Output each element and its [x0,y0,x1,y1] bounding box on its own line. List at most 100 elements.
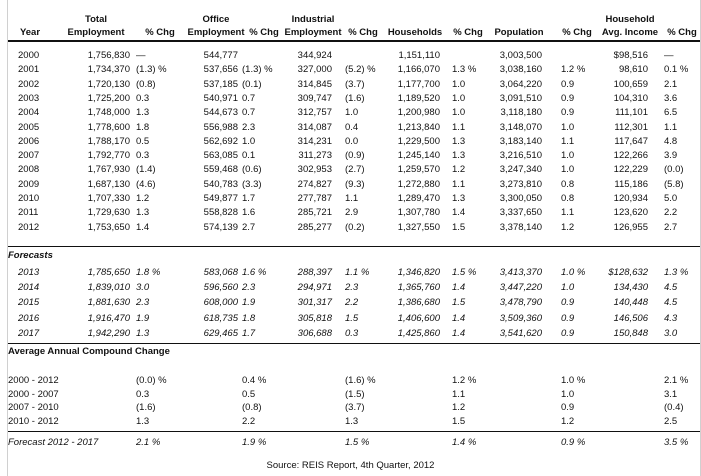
average-rule [8,343,700,344]
forecast-cell: 2016 [18,312,40,324]
column-header: % Chg [667,27,697,38]
table-cell: 537,185 [203,78,238,90]
table-cell: 0.9 [561,78,575,90]
table-cell: 112,301 [614,121,648,133]
table-cell: (5.2) % [345,64,376,76]
column-header: Year [19,27,41,38]
table-cell: 3,148,070 [499,121,542,133]
average-cell: (1.6) % [345,375,376,386]
average-cell: 2010 - 2012 [8,415,59,427]
table-cell: 115,186 [614,178,648,190]
forecast-cell: 3.0 [136,282,150,294]
table-cell: 312,757 [297,107,332,119]
table-cell: 563,085 [203,150,238,162]
table-cell: 1.0 [561,164,575,176]
forecast-cell: 288,397 [297,267,332,278]
table-cell: 3,247,340 [499,164,542,176]
table-cell: 2008 [18,164,40,176]
table-cell: 0.1 % [664,64,689,76]
column-header-top: Industrial [291,14,335,25]
table-cell: 1.0 [561,121,575,133]
table-cell: 2002 [18,78,40,90]
table-cell: 537,656 [203,64,238,76]
table-cell: 311,273 [298,150,332,162]
table-cell: 0.8 [561,178,575,190]
forecast-cell: 1.4 [452,312,466,324]
table-cell: 1.1 [561,207,575,219]
average-cell: 0.9 [561,402,575,413]
forecast-cell: 0.9 [561,312,575,324]
table-cell: 302,953 [297,164,332,176]
table-cell: (1.4) [136,164,156,176]
table-cell: — [136,50,146,61]
table-cell: 0.3 [136,150,150,162]
average-cell: 0.5 [242,388,256,400]
forecast-cell: 1.8 [242,312,256,324]
table-cell: 122,229 [613,164,648,176]
table-cell: 2.7 [664,221,678,233]
table-cell: 1,788,170 [87,135,130,147]
forecast-cell: 3.0 [664,327,678,339]
average-cell: 1.2 [452,402,466,413]
forecast-average-cell: 0.9 % [561,437,586,448]
table-cell: 1.3 [452,150,466,162]
table-cell: 1.2 [561,221,575,233]
table-cell: 3,003,500 [499,50,542,61]
forecast-average-cell: Forecast 2012 - 2017 [8,437,99,448]
average-cell: (0.4) [664,402,684,413]
table-cell: 2003 [18,92,40,104]
forecast-cell: 0.9 [561,297,575,309]
table-cell: (0.0) [664,164,684,176]
table-cell: 0.9 [561,107,575,119]
table-cell: 1.2 % [561,64,586,76]
forecast-cell: 2017 [18,327,40,339]
table-cell: 3,216,510 [499,150,542,162]
forecasts-heading: Forecasts [8,250,53,261]
table-cell: 2011 [18,207,39,219]
table-cell: 1,166,070 [397,64,440,76]
forecast-cell: 1,839,010 [87,282,130,294]
forecast-cell: 1,406,600 [397,312,440,324]
average-cell: 1.3 [136,415,150,427]
forecast-cell: 1.0 [561,282,575,294]
forecast-cell: 4.3 [664,312,678,324]
table-cell: 285,277 [297,221,332,233]
forecast-cell: 1.0 % [561,267,586,278]
forecast-cell: 2013 [18,267,40,278]
table-cell: 1.1 [345,193,359,204]
forecast-cell: 1.5 [452,297,466,309]
average-cell: 1.2 [561,415,575,427]
table-cell: 1,177,700 [397,78,440,90]
table-cell: 1.2 [136,193,150,204]
forecast-cell: 4.5 [664,297,678,309]
table-cell: 1,213,840 [397,121,440,133]
forecast-cell: 618,735 [203,312,238,324]
column-header: % Chg [145,27,175,38]
table-cell: 104,310 [613,92,648,104]
table-cell: 1,151,110 [398,50,440,61]
table-cell: 2010 [18,193,40,204]
forecast-cell: 134,430 [613,282,648,294]
table-cell: 0.1 [242,150,256,162]
average-cell: 2.1 % [664,375,689,386]
average-cell: (3.7) [345,402,365,413]
table-cell: 1,200,980 [397,107,440,119]
table-cell: 111,101 [615,107,648,119]
table-cell: 120,934 [613,193,648,204]
table-cell: (1.3) % [242,64,273,76]
forecast-cell: 1.5 % [452,267,477,278]
table-cell: 2009 [18,178,40,190]
table-cell: 1,734,370 [87,64,130,76]
table-cell: 98,610 [618,64,648,76]
table-cell: 1.4 [136,221,150,233]
forecast-cell: 2.3 [242,282,256,294]
table-cell: 3,183,140 [499,135,542,147]
table-cell: 1.3 [452,193,466,204]
table-cell: 1.0 [452,107,466,119]
forecast-cell: 1,942,290 [87,327,130,339]
forecast-cell: 1,425,860 [397,327,440,339]
table-cell: (0.8) [136,78,156,90]
forecast-cell: 301,317 [297,297,332,309]
column-header: % Chg [562,27,592,38]
